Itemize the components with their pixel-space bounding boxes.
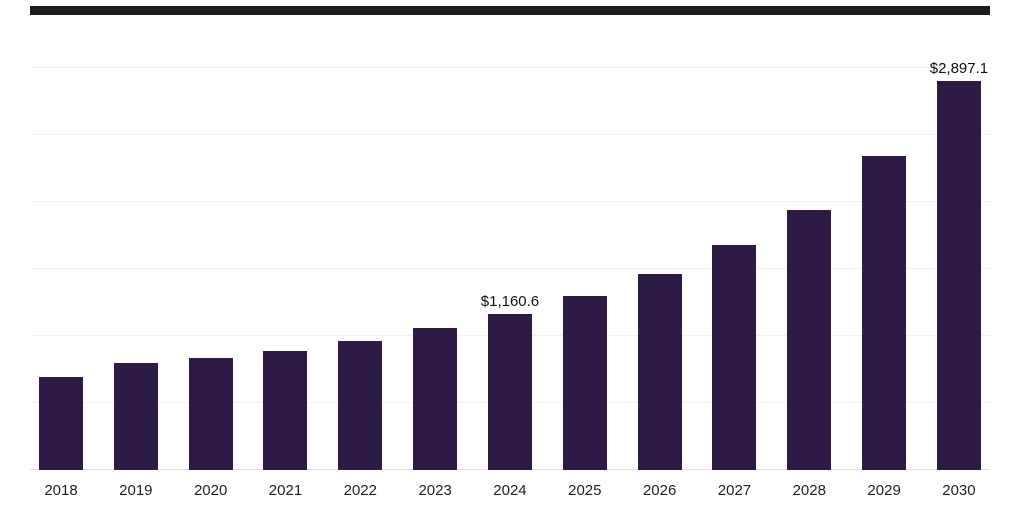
x-axis-ticks: 2018 2019 2020 2021 2022 2023 2024 2025 2026 2027… [30, 482, 990, 499]
bar-2026 [637, 273, 682, 470]
x-tick-2019: 2019 [119, 482, 153, 499]
bar-slot-2021 [254, 10, 316, 470]
bar-slot-2027 [703, 10, 765, 470]
bar-2021 [263, 350, 308, 470]
bar-2027 [712, 244, 757, 470]
bar-2030 [936, 81, 981, 470]
bar-slot-2020 [180, 10, 242, 470]
bar-2023 [413, 327, 458, 470]
chart-top-rule [30, 6, 990, 15]
bar-2020 [188, 358, 233, 470]
bar-slot-2028 [778, 10, 840, 470]
gridline-1500 [30, 267, 990, 269]
bar-2018 [39, 377, 83, 470]
bar-value-label-2030: $2,897.1 [929, 60, 989, 78]
x-tick-2025: 2025 [568, 482, 602, 499]
x-tick-2028: 2028 [792, 482, 826, 499]
plot-area: $1,160.6 $2,897.1 [30, 10, 990, 470]
bar-slot-2023 [404, 10, 466, 470]
x-tick-2020: 2020 [193, 482, 228, 499]
bar-slot-2018 [30, 10, 92, 470]
bar-2029 [862, 156, 907, 470]
bar-slot-2030: $2,897.1 [928, 10, 990, 470]
x-tick-2029: 2029 [867, 482, 901, 499]
x-tick-2030: 2030 [942, 482, 976, 499]
x-tick-2021: 2021 [268, 482, 303, 499]
bar-2025 [562, 295, 607, 470]
bar-slot-2022 [329, 10, 391, 470]
bar-value-label-2024: $1,160.6 [480, 293, 540, 311]
x-tick-2018: 2018 [44, 482, 78, 499]
gridline-2500 [30, 133, 990, 135]
x-tick-2024: 2024 [493, 482, 527, 499]
bar-2019 [113, 362, 158, 470]
x-tick-2023: 2023 [418, 482, 452, 499]
bar-slot-2019 [105, 10, 167, 470]
bars-row: $1,160.6 $2,897.1 [30, 10, 990, 470]
bar-2022 [338, 341, 383, 470]
bar-slot-2026 [629, 10, 691, 470]
x-tick-2022: 2022 [343, 482, 377, 499]
bar-2028 [787, 209, 832, 470]
gridline-2000 [30, 200, 990, 202]
x-tick-2027: 2027 [717, 482, 752, 499]
bar-2024 [487, 314, 532, 470]
x-tick-2026: 2026 [642, 482, 677, 499]
bar-slot-2025 [554, 10, 616, 470]
gridline-3000 [30, 66, 990, 68]
bar-slot-2029 [853, 10, 915, 470]
bar-slot-2024: $1,160.6 [479, 10, 541, 470]
